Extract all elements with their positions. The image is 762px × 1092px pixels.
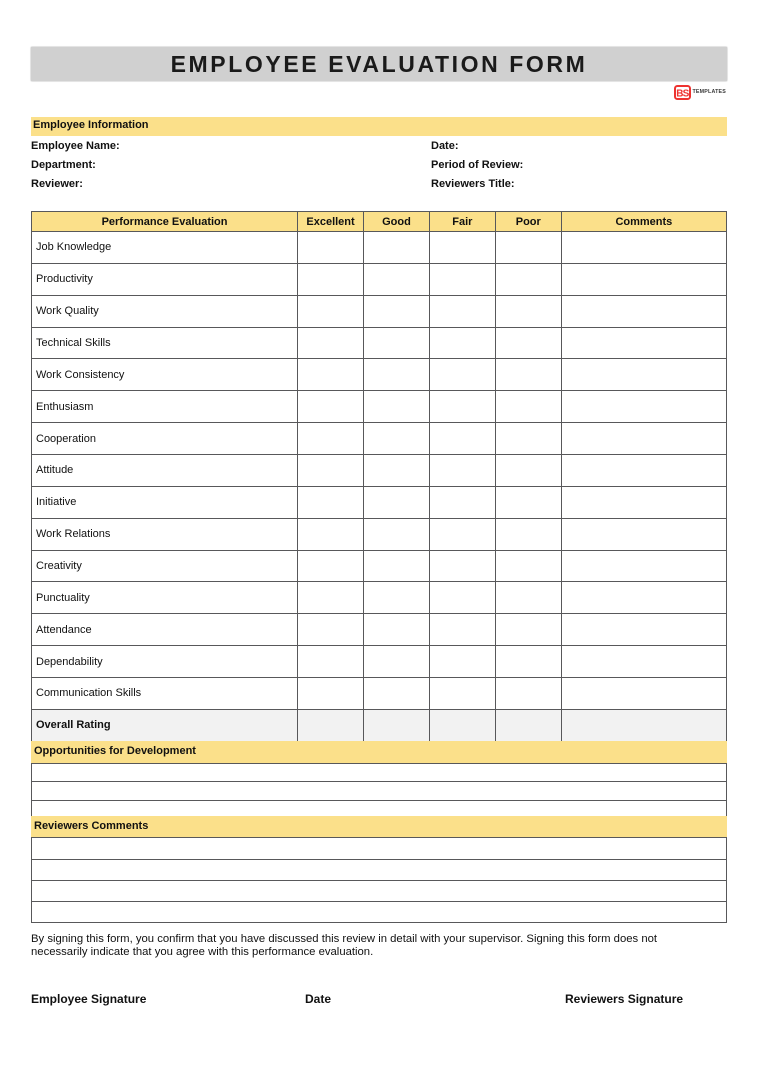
svg-text:BS: BS [676,88,689,99]
